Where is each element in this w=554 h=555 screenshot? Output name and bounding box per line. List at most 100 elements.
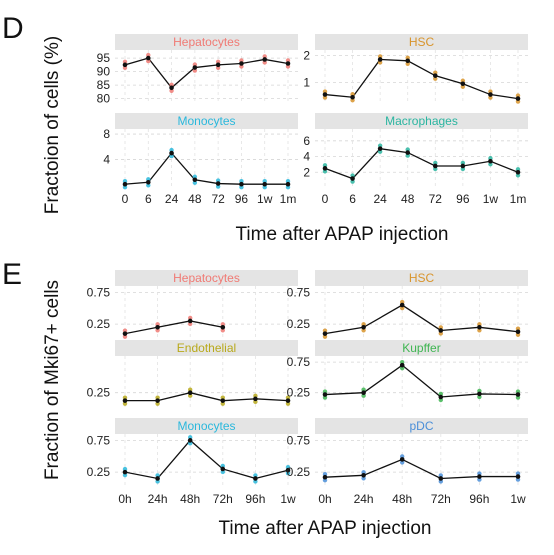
x-tick-label: 0h (118, 492, 131, 506)
data-point (361, 390, 366, 396)
x-tick-label: 0h (318, 492, 331, 506)
data-point (438, 476, 444, 481)
x-tick-label: 6 (349, 192, 356, 206)
data-point (322, 474, 328, 480)
data-point (187, 438, 193, 443)
series-line (124, 152, 288, 185)
facet-title: Endothelial (177, 341, 236, 355)
panel-e-xlabel: Time after APAP injection (219, 518, 432, 539)
y-tick-label: 0.75 (87, 433, 111, 447)
data-point (488, 92, 493, 97)
data-point (122, 62, 128, 68)
data-point (122, 331, 128, 336)
y-tick-label: 0.25 (87, 386, 111, 400)
data-point (285, 61, 291, 66)
data-point (322, 331, 328, 336)
data-point (285, 467, 291, 473)
x-tick-label: 72h (213, 492, 233, 506)
x-tick-label: 1m (280, 192, 297, 206)
data-point (460, 81, 466, 87)
facet-strip (315, 340, 528, 356)
x-tick-label: 48 (401, 192, 415, 206)
facet-title: Hepatocytes (173, 271, 240, 285)
facet-strip (115, 34, 298, 50)
subplot-e-pdc: pDC 0.25 0.75 0h 24h 48h 72h 96h 1w (287, 418, 528, 506)
data-point (187, 390, 193, 396)
data-point (192, 177, 198, 183)
y-tick-label: 0.25 (87, 465, 111, 479)
y-tick-label: 85 (97, 78, 111, 92)
y-tick-label: 6 (303, 134, 310, 148)
data-point (399, 362, 405, 368)
data-point (262, 181, 268, 187)
subplot-e-hepatocytes: Hepatocytes 0.25 0.75 (87, 270, 298, 340)
y-tick-label: 0.25 (87, 317, 111, 331)
x-tick-label: 48 (188, 192, 202, 206)
data-point (377, 57, 383, 62)
x-tick-label: 1w (510, 492, 526, 506)
data-point (262, 57, 268, 62)
y-tick-label: 4 (303, 150, 310, 164)
y-tick-label: 2 (303, 48, 310, 62)
x-tick-label: 48h (180, 492, 200, 506)
x-tick-label: 48h (392, 492, 412, 506)
y-tick-label: 0.25 (287, 317, 311, 331)
data-point (220, 466, 226, 472)
y-tick-label: 2 (303, 165, 310, 179)
data-point (488, 158, 493, 164)
x-tick-label: 24 (373, 192, 387, 206)
data-point (215, 62, 221, 68)
x-tick-label: 96h (245, 492, 265, 506)
facet-strip (115, 270, 298, 286)
data-point (122, 398, 128, 403)
y-tick-label: 95 (97, 51, 111, 65)
data-point (377, 146, 383, 151)
facet-strip (315, 418, 528, 434)
x-tick-label: 1w (257, 192, 273, 206)
facet-title: Hepatocytes (173, 35, 240, 49)
y-tick-label: 0.25 (287, 465, 311, 479)
x-tick-label: 6 (145, 192, 152, 206)
data-point (220, 324, 226, 330)
series-line (324, 364, 519, 398)
data-point (322, 392, 328, 397)
facet-strip (115, 418, 298, 434)
subplot-e-monocytes: Monocytes 0.25 0.75 0h 24h 48h 72h 96h 1w (87, 418, 298, 506)
x-tick-label: 0 (122, 192, 129, 206)
data-point (253, 476, 258, 481)
series-line (124, 439, 289, 480)
x-tick-label: 1w (280, 492, 296, 506)
x-tick-label: 24h (354, 492, 374, 506)
data-point (155, 476, 160, 481)
facet-title: Macrophages (385, 114, 458, 128)
x-tick-label: 96 (235, 192, 249, 206)
facet-title: Monocytes (177, 114, 235, 128)
y-tick-label: 0.75 (287, 433, 311, 447)
panel-e-letter: E (2, 258, 22, 291)
panel-d-xlabel: Time after APAP injection (236, 224, 449, 245)
data-point (515, 329, 521, 335)
data-point (285, 398, 291, 403)
data-point (399, 457, 405, 462)
facet-title: HSC (409, 35, 435, 49)
data-point (361, 472, 366, 478)
data-point (477, 324, 482, 330)
y-tick-label: 8 (103, 127, 110, 141)
data-point (169, 85, 174, 91)
subplot-d-macrophages: Macrophages 24 6 0 6 24 48 72 96 1w 1m (303, 113, 528, 206)
data-point (361, 324, 366, 330)
data-point (145, 179, 151, 185)
x-tick-label: 96 (456, 192, 470, 206)
data-point (432, 73, 438, 78)
panel-e-ylabel: Fraction of Mki67+ cells (42, 280, 63, 480)
x-tick-label: 96h (469, 492, 489, 506)
data-point (515, 96, 521, 101)
series-line (324, 458, 518, 480)
x-tick-label: 72 (429, 192, 443, 206)
series-line (324, 58, 519, 100)
data-point (122, 181, 128, 187)
